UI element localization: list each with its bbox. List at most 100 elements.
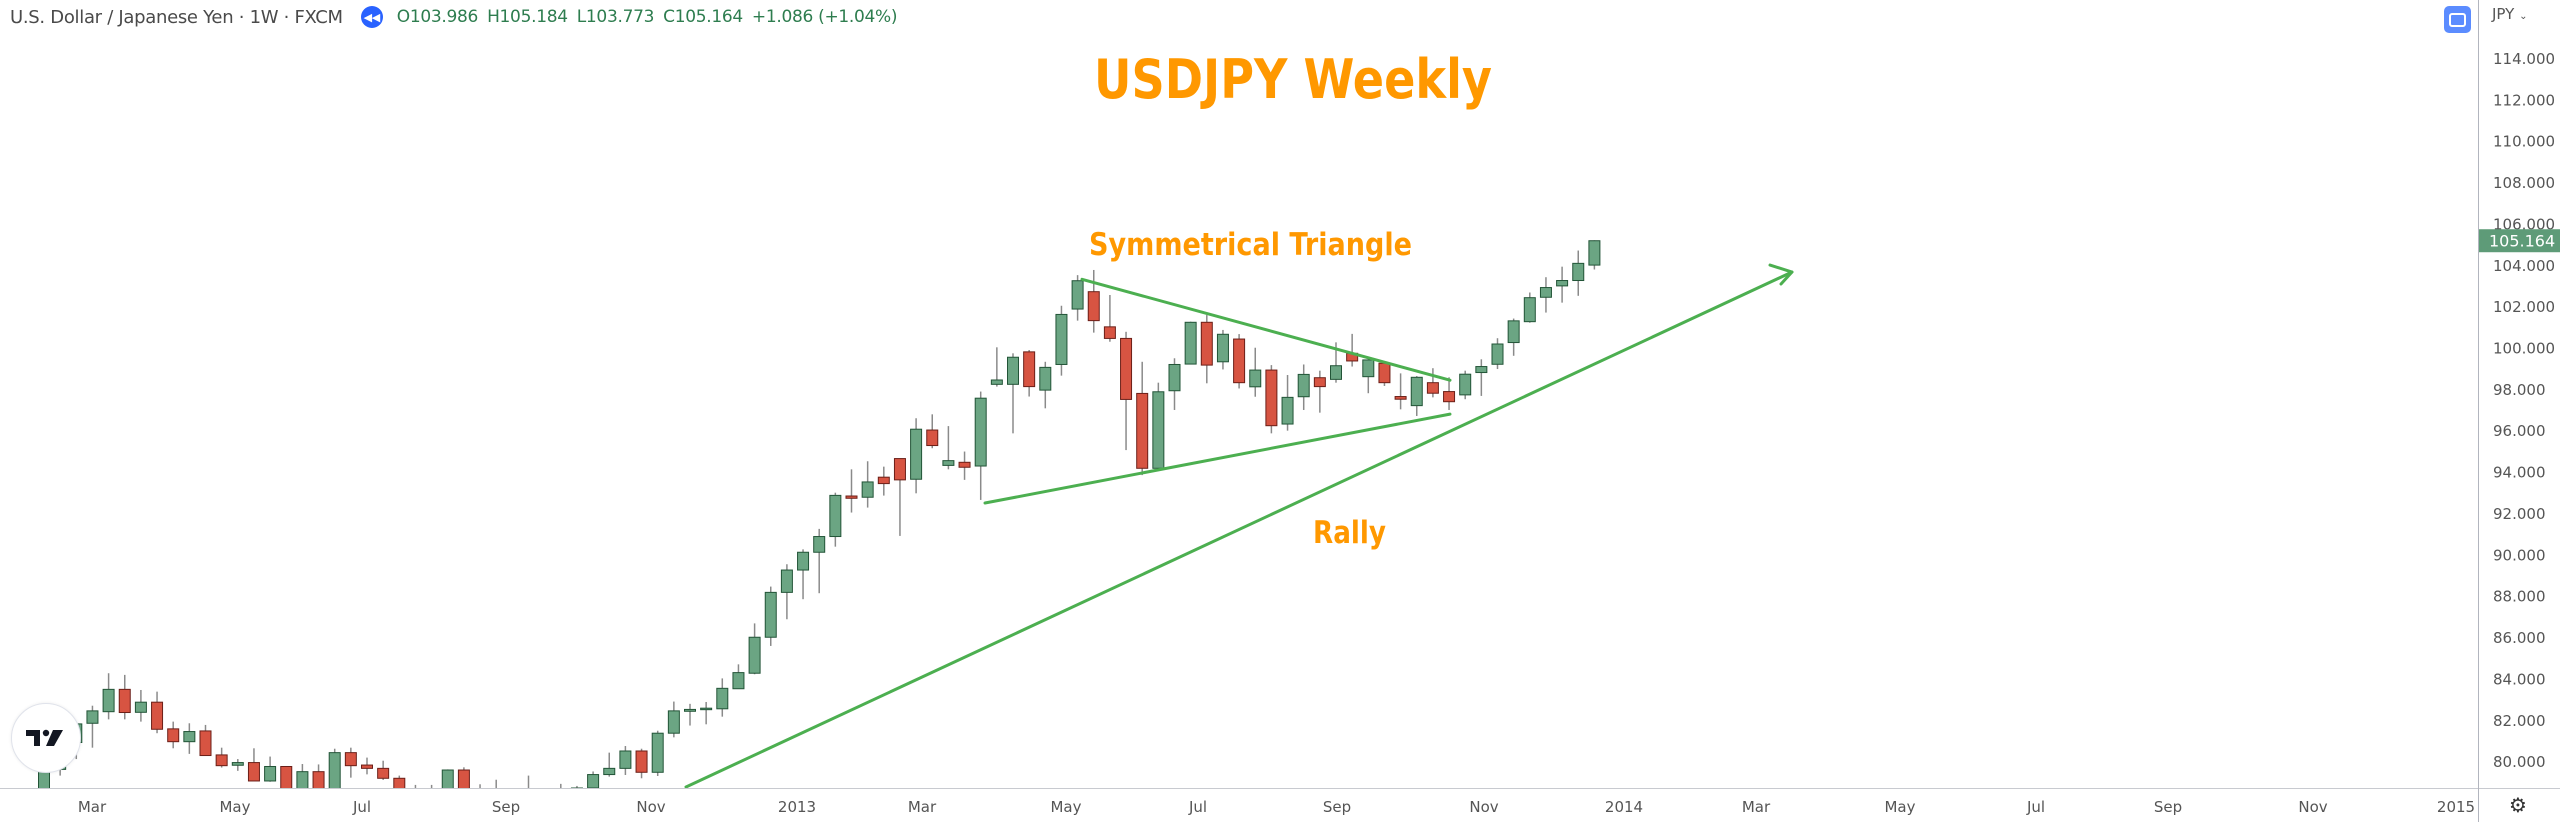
candle bbox=[393, 775, 406, 788]
candle bbox=[603, 752, 616, 777]
candle bbox=[893, 458, 906, 536]
price-tick-label: 94.000 bbox=[2493, 464, 2546, 482]
time-tick-label: Jul bbox=[2026, 798, 2045, 816]
candle bbox=[732, 664, 745, 690]
candle-body bbox=[328, 752, 341, 788]
rewind-icon[interactable]: ◀◀ bbox=[360, 6, 383, 28]
triangle-lower-trendline[interactable] bbox=[983, 412, 1452, 505]
candle bbox=[1216, 329, 1229, 370]
candle-body bbox=[958, 461, 971, 468]
candle-body bbox=[491, 794, 502, 796]
time-tick-label: Jul bbox=[1188, 798, 1207, 816]
rally-label-annotation[interactable]: Rally bbox=[1313, 515, 1386, 551]
candle bbox=[716, 678, 729, 717]
candle bbox=[312, 764, 325, 788]
price-tick-label: 84.000 bbox=[2493, 670, 2546, 688]
candle bbox=[1362, 359, 1375, 394]
candle-body bbox=[813, 536, 826, 553]
price-tick-label: 108.000 bbox=[2493, 174, 2555, 192]
gear-icon[interactable]: ⚙ bbox=[2509, 793, 2527, 817]
candle-body bbox=[974, 397, 987, 467]
candle-body bbox=[1491, 343, 1504, 365]
candle-body bbox=[877, 476, 890, 485]
candle-body bbox=[231, 762, 244, 766]
chart-title-annotation[interactable]: USDJPY Weekly bbox=[1094, 48, 1492, 111]
candle bbox=[845, 469, 858, 513]
candle-body bbox=[296, 771, 309, 788]
candle bbox=[861, 461, 874, 508]
time-tick-label: 2015 bbox=[2437, 798, 2475, 816]
candle bbox=[539, 788, 550, 811]
low-value: L103.773 bbox=[576, 7, 655, 27]
candle-body bbox=[312, 771, 325, 788]
time-tick-label: Sep bbox=[1323, 798, 1351, 816]
candle bbox=[231, 759, 244, 771]
rally-arrow[interactable] bbox=[684, 270, 1794, 789]
candle-body bbox=[1330, 365, 1342, 380]
time-axis[interactable]: Mar May Jul Sep Nov 2013 Mar May Jul Sep Nov 2014 Ma… bbox=[78, 798, 2475, 816]
candle bbox=[1200, 315, 1213, 384]
symbol-title[interactable]: U.S. Dollar / Japanese Yen · 1W · FXCM bbox=[10, 6, 343, 28]
time-tick-label: May bbox=[1884, 798, 1915, 816]
candle bbox=[1394, 373, 1407, 410]
tradingview-logo[interactable] bbox=[11, 703, 81, 773]
candle bbox=[619, 746, 632, 775]
price-tick-label: 114.000 bbox=[2493, 50, 2555, 68]
candle bbox=[877, 466, 890, 496]
candle-body bbox=[102, 688, 115, 713]
candle-body bbox=[264, 765, 277, 782]
candle bbox=[1152, 382, 1165, 469]
triangle-label-annotation[interactable]: Symmetrical Triangle bbox=[1089, 227, 1412, 263]
price-tick-label: 82.000 bbox=[2493, 712, 2546, 730]
candle bbox=[296, 764, 309, 788]
time-tick-label: Nov bbox=[1469, 798, 1498, 816]
currency-selector[interactable]: JPY ⌄ bbox=[2492, 5, 2527, 23]
last-price-marker: 105.164 bbox=[2479, 229, 2560, 253]
candle-body bbox=[764, 591, 777, 638]
arrow-head-icon bbox=[1768, 263, 1794, 286]
auto-fit-icon[interactable] bbox=[2444, 6, 2471, 33]
candle-body bbox=[1071, 280, 1084, 310]
candle bbox=[1265, 365, 1278, 434]
candle bbox=[118, 674, 131, 720]
candle bbox=[1572, 250, 1585, 296]
candle bbox=[134, 689, 147, 722]
price-tick-label: 88.000 bbox=[2493, 588, 2546, 606]
candle bbox=[748, 623, 761, 675]
time-tick-label: Mar bbox=[78, 798, 107, 816]
triangle-upper-trendline[interactable] bbox=[1080, 277, 1452, 382]
candle-body bbox=[797, 551, 810, 571]
candle-body bbox=[1184, 321, 1197, 365]
candle-body bbox=[1216, 333, 1229, 363]
candle-body bbox=[1233, 338, 1246, 384]
candle bbox=[1023, 350, 1036, 397]
candle bbox=[829, 492, 842, 547]
candle-body bbox=[603, 767, 616, 776]
price-tick-label: 92.000 bbox=[2493, 505, 2546, 523]
candle-body bbox=[426, 794, 437, 796]
candle bbox=[910, 418, 923, 494]
candle-body bbox=[619, 750, 632, 769]
candle bbox=[1136, 361, 1149, 476]
candle bbox=[479, 784, 481, 788]
tradingview-logo-icon bbox=[26, 729, 63, 746]
annotation-layer: USDJPY Weekly Symmetrical Triangle Rally bbox=[1089, 48, 1492, 551]
candle-body bbox=[716, 687, 729, 710]
candle bbox=[560, 783, 562, 788]
candle-body bbox=[118, 688, 131, 714]
candle bbox=[86, 705, 99, 748]
candle-body bbox=[1426, 382, 1439, 394]
candle-body bbox=[151, 701, 164, 730]
candle bbox=[491, 779, 502, 796]
candle bbox=[1523, 292, 1536, 323]
candle bbox=[280, 765, 293, 788]
time-tick-label: Jul bbox=[352, 798, 371, 816]
candle bbox=[1475, 359, 1488, 396]
candle bbox=[797, 549, 810, 600]
candle-series bbox=[38, 240, 1601, 811]
candle-body bbox=[183, 731, 196, 743]
candle-body bbox=[247, 762, 260, 782]
candle bbox=[1103, 294, 1116, 342]
price-axis[interactable]: 114.000 112.000 110.000 108.000 106.000 104.0… bbox=[2493, 50, 2555, 771]
